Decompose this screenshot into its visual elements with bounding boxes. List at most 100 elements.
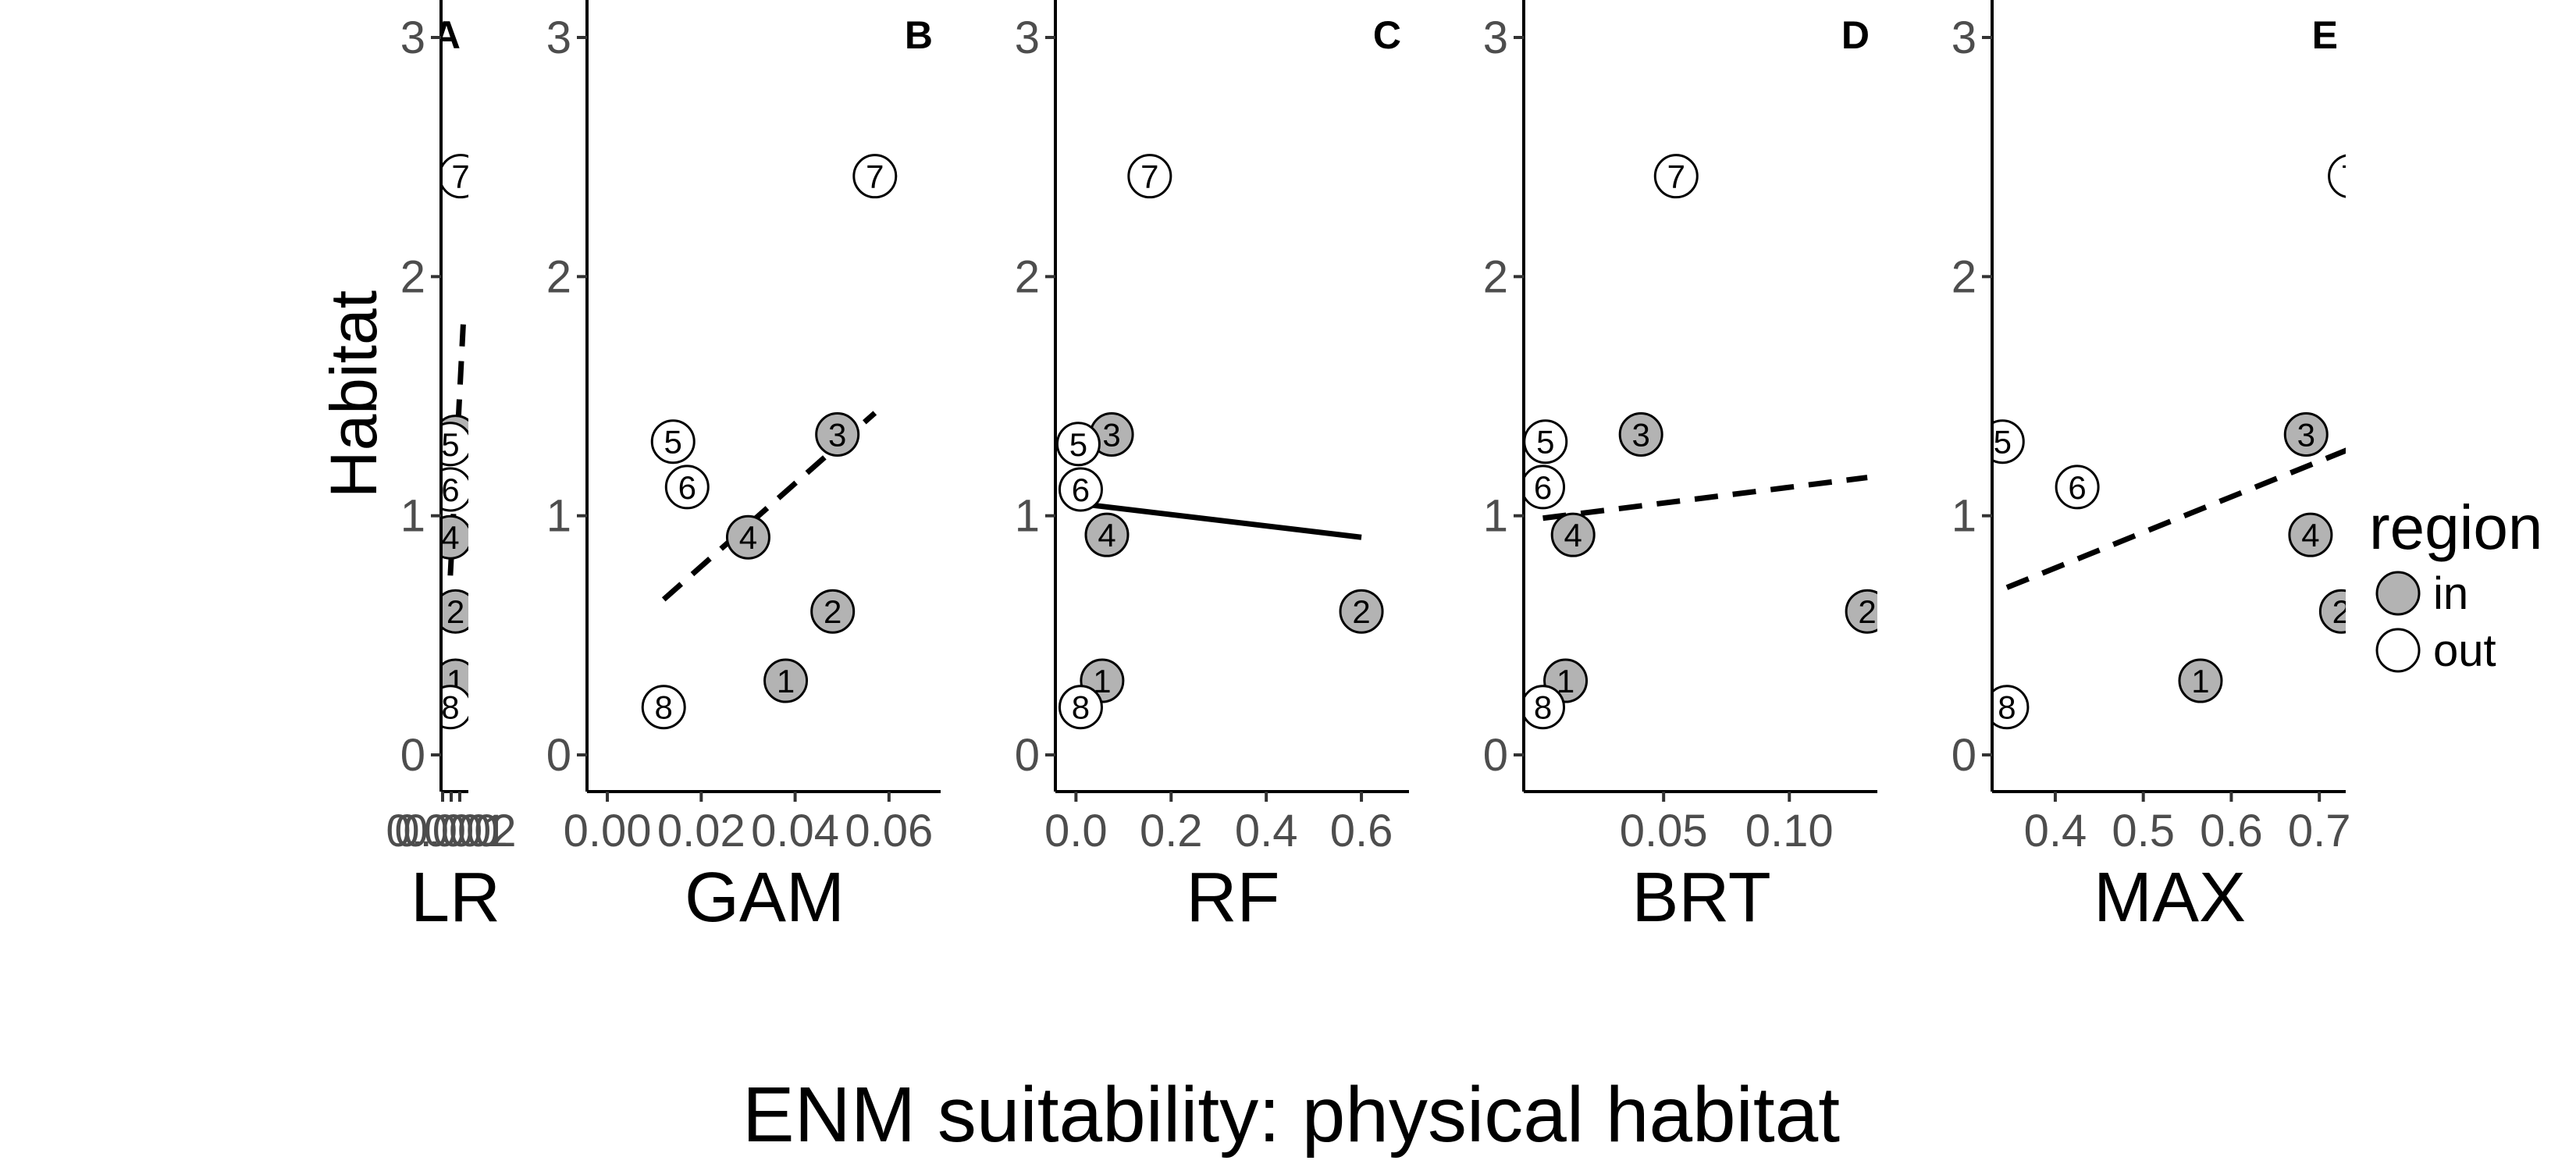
point-in bbox=[810, 589, 856, 634]
x-tick-label: 0.000 bbox=[386, 806, 499, 856]
point-out bbox=[443, 685, 468, 730]
x-axis-title: GAM bbox=[685, 859, 845, 937]
point-label: 7 bbox=[866, 158, 884, 195]
y-tick-label: 3 bbox=[1015, 12, 1040, 63]
point-label: 3 bbox=[1632, 417, 1650, 454]
point-out bbox=[1057, 422, 1101, 467]
point-label: 2 bbox=[824, 593, 841, 630]
point-in bbox=[443, 514, 468, 560]
legend: region in out bbox=[2369, 493, 2542, 676]
x-tick-label: 0.001 bbox=[394, 806, 507, 856]
point-out bbox=[1058, 467, 1103, 512]
y-tick-label: 0 bbox=[546, 730, 571, 781]
point-label: 8 bbox=[655, 689, 673, 726]
point-label: 2 bbox=[1858, 593, 1876, 630]
point-label: 4 bbox=[2301, 517, 2319, 553]
point-out bbox=[650, 419, 696, 464]
point-label: 1 bbox=[2191, 663, 2209, 699]
point-label: 8 bbox=[1072, 689, 1090, 726]
panel-d-plot: D 1 2 3 4 5 6 7 8 bbox=[1525, 13, 1877, 730]
panel-c-axes: 0 1 2 3 0.0 0.2 0.4 0.6 RF bbox=[1015, 0, 1409, 937]
panel-letter: A bbox=[432, 13, 461, 57]
x-tick-label: 0.02 bbox=[657, 806, 745, 856]
x-axis-title: MAX bbox=[2094, 859, 2246, 937]
point-label: 5 bbox=[1536, 424, 1554, 461]
x-tick-label: 0.0 bbox=[1044, 806, 1108, 856]
x-tick-label: 0.4 bbox=[1235, 806, 1298, 856]
point-label: 2 bbox=[2332, 593, 2350, 630]
point-label: 7 bbox=[1667, 158, 1685, 195]
x-tick-label: 0.10 bbox=[1745, 806, 1834, 856]
point-out bbox=[1653, 154, 1699, 199]
x-tick-label: 0.6 bbox=[1330, 806, 1393, 856]
y-tick-label: 2 bbox=[400, 251, 425, 302]
point-label: 8 bbox=[1998, 689, 2016, 726]
y-tick-label: 3 bbox=[400, 12, 425, 63]
point-label: 4 bbox=[739, 519, 757, 556]
point-in bbox=[1618, 412, 1663, 457]
point-out bbox=[641, 685, 686, 730]
point-label: 5 bbox=[441, 426, 459, 463]
point-label: 7 bbox=[2341, 158, 2359, 195]
y-tick-label: 1 bbox=[1483, 491, 1508, 542]
y-tick-label: 1 bbox=[400, 491, 425, 542]
x-tick-label: 0.6 bbox=[2200, 806, 2263, 856]
point-label: 6 bbox=[678, 469, 696, 506]
point-label: 5 bbox=[1069, 426, 1087, 463]
point-label: 6 bbox=[1072, 472, 1090, 508]
x-tick-label: 0.2 bbox=[1140, 806, 1203, 856]
y-tick-label: 0 bbox=[1952, 730, 1976, 781]
point-in bbox=[2318, 589, 2346, 634]
point-in bbox=[1550, 512, 1596, 557]
y-tick-label: 3 bbox=[1483, 12, 1508, 63]
point-in bbox=[725, 514, 770, 560]
panel-c-plot: C 1 2 3 4 5 6 7 8 bbox=[1057, 13, 1401, 730]
panel-e-plot: E 1 2 3 4 5 6 7 8 bbox=[1994, 13, 2359, 730]
y-tick-label: 3 bbox=[1952, 12, 1976, 63]
y-tick-label: 2 bbox=[1483, 251, 1508, 302]
point-label: 1 bbox=[1557, 663, 1574, 699]
point-label: 6 bbox=[441, 472, 459, 508]
point-out bbox=[1525, 464, 1566, 510]
legend-key-out bbox=[2375, 628, 2421, 673]
point-label: 2 bbox=[447, 593, 464, 630]
y-tick-label: 1 bbox=[1015, 491, 1040, 542]
point-out bbox=[1058, 685, 1103, 730]
point-label: 8 bbox=[1534, 689, 1552, 726]
x-tick-label: 0.04 bbox=[751, 806, 839, 856]
panels: A1234567801230.0000.0010.002LRB123456780… bbox=[386, 0, 2359, 937]
panel-e-axes: 0 1 2 3 0.4 0.5 0.6 0.7 MAX bbox=[1952, 0, 2351, 937]
point-in bbox=[763, 658, 809, 703]
figure-caption: ENM suitability: physical habitat bbox=[742, 1071, 1840, 1159]
fit-line-solid bbox=[1080, 500, 1362, 540]
x-axis-title: BRT bbox=[1631, 859, 1770, 937]
point-in bbox=[1339, 589, 1384, 634]
point-in bbox=[1084, 512, 1130, 557]
point-label: 7 bbox=[451, 158, 469, 195]
panel-b-plot: B 12 3 4 5 6 7 8 bbox=[641, 13, 933, 730]
point-label: 4 bbox=[1098, 517, 1115, 553]
x-tick-label: 0.5 bbox=[2112, 806, 2175, 856]
panel-letter: C bbox=[1373, 13, 1401, 57]
y-axis-title: Habitat bbox=[317, 290, 390, 498]
x-tick-label: 0.7 bbox=[2288, 806, 2351, 856]
panel-letter: D bbox=[1841, 13, 1870, 57]
y-tick-label: 2 bbox=[1952, 251, 1976, 302]
legend-key-in bbox=[2375, 571, 2421, 616]
point-label: 4 bbox=[441, 519, 459, 556]
point-label: 7 bbox=[1140, 158, 1158, 195]
point-out bbox=[1994, 419, 2025, 464]
x-tick-label: 0.05 bbox=[1620, 806, 1708, 856]
point-label: 6 bbox=[2068, 469, 2086, 506]
point-in bbox=[2178, 658, 2223, 703]
x-tick-label: 0.06 bbox=[845, 806, 933, 856]
y-tick-label: 1 bbox=[546, 491, 571, 542]
panel-letter: E bbox=[2312, 13, 2338, 57]
point-label: 1 bbox=[1093, 663, 1111, 699]
point-out bbox=[2328, 154, 2346, 198]
point-out bbox=[1127, 154, 1172, 199]
x-tick-label: 0.002 bbox=[403, 806, 516, 856]
